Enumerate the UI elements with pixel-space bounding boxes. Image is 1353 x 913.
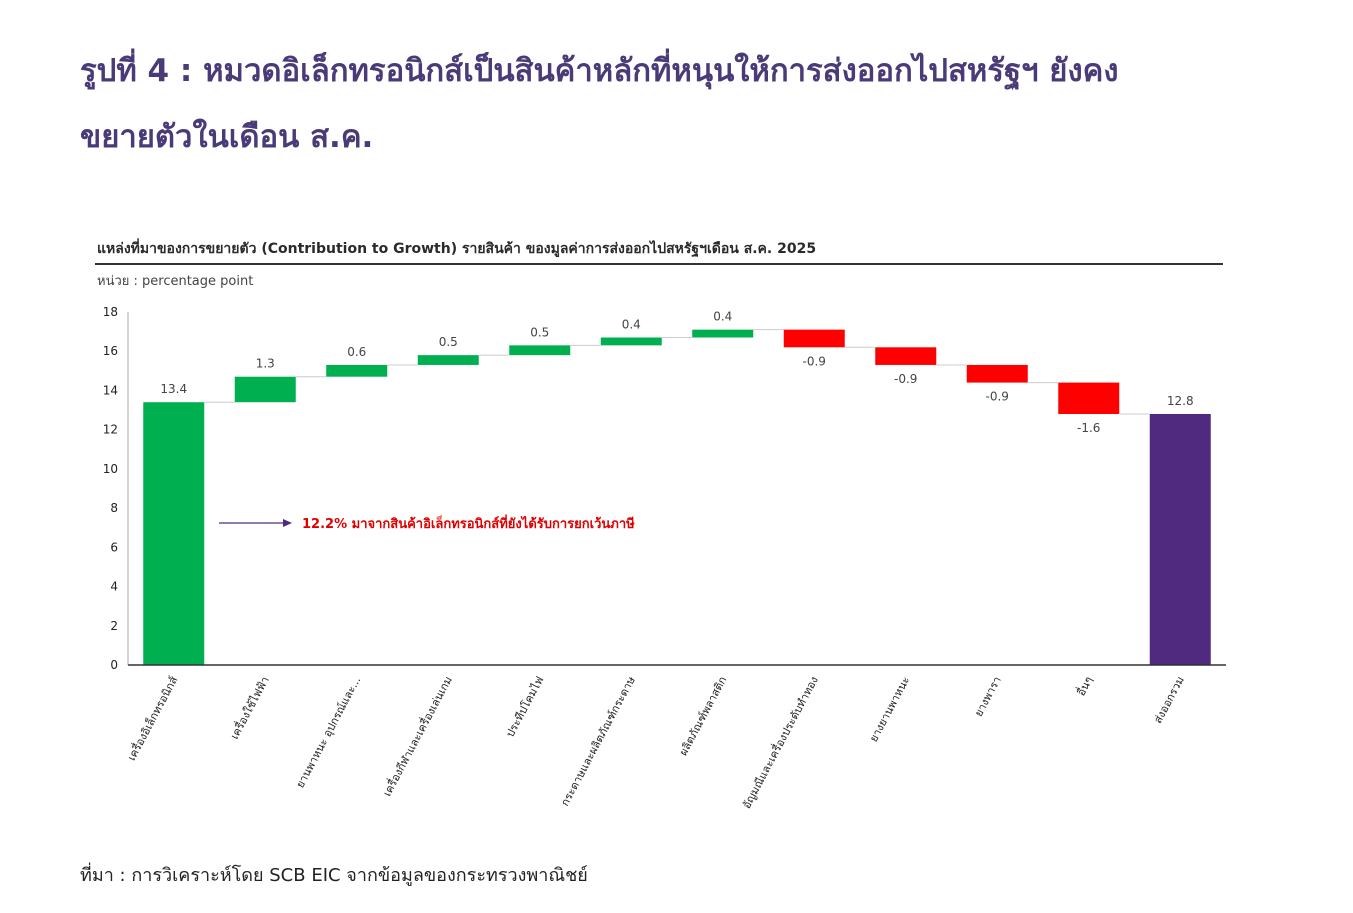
data-label-8: -0.9 bbox=[803, 354, 826, 368]
category-label-2: เครื่องใช้ไฟฟ้า bbox=[226, 673, 272, 741]
bar-7 bbox=[692, 329, 754, 338]
y-tick-label: 2 bbox=[110, 619, 118, 633]
bar-10 bbox=[966, 364, 1028, 383]
y-tick-label: 8 bbox=[110, 501, 118, 515]
y-tick-label: 12 bbox=[103, 423, 118, 437]
bar-8 bbox=[783, 329, 845, 348]
chart-title-rule bbox=[95, 263, 1223, 265]
bar-9 bbox=[875, 347, 937, 365]
source-note: ที่มา : การวิเคราะห์โดย SCB EIC จากข้อมู… bbox=[80, 865, 588, 886]
category-label-10: ยางพารา bbox=[972, 674, 1004, 719]
category-label-3: ยานพาหนะ อุปกรณ์และ... bbox=[294, 674, 364, 790]
category-label-7: ผลิตภัณฑ์พลาสติก bbox=[677, 674, 730, 757]
data-label-11: -1.6 bbox=[1077, 421, 1100, 435]
data-label-2: 1.3 bbox=[256, 357, 275, 371]
data-label-1: 13.4 bbox=[160, 382, 187, 396]
data-label-12: 12.8 bbox=[1167, 394, 1194, 408]
bar-12 bbox=[1149, 413, 1211, 665]
data-label-6: 0.4 bbox=[622, 317, 641, 331]
chart-unit: หน่วย : percentage point bbox=[97, 274, 254, 289]
category-label-11: อื่นๆ bbox=[1073, 673, 1096, 698]
data-label-10: -0.9 bbox=[986, 390, 1009, 404]
y-tick-label: 6 bbox=[110, 540, 118, 554]
bar-6 bbox=[600, 337, 662, 346]
y-tick-label: 4 bbox=[110, 580, 118, 594]
category-label-12: ส่งออกรวม bbox=[1151, 674, 1187, 725]
y-tick-label: 14 bbox=[103, 383, 118, 397]
bar-3 bbox=[326, 364, 388, 377]
category-label-4: เครื่องกีฬาและเครื่องเล่นเกม bbox=[379, 673, 455, 798]
y-tick-label: 16 bbox=[103, 344, 118, 358]
figure-title: รูปที่ 4 : หมวดอิเล็กทรอนิกส์เป็นสินค้าห… bbox=[80, 38, 1330, 170]
bar-1 bbox=[143, 402, 205, 665]
data-label-5: 0.5 bbox=[530, 325, 549, 339]
data-label-7: 0.4 bbox=[713, 310, 732, 324]
category-label-9: ยางยานพาหนะ bbox=[867, 674, 912, 744]
category-label-6: กระดาษและผลิตภัณฑ์กระดาษ bbox=[558, 674, 637, 808]
y-tick-label: 0 bbox=[110, 658, 118, 672]
y-tick-label: 18 bbox=[103, 305, 118, 319]
bar-2 bbox=[234, 376, 296, 403]
category-label-8: อัญมณีและเครื่องประดับทำทอง bbox=[738, 673, 821, 811]
data-label-9: -0.9 bbox=[894, 372, 917, 386]
data-label-3: 0.6 bbox=[347, 345, 366, 359]
chart-title: แหล่งที่มาของการขยายตัว (Contribution to… bbox=[97, 241, 817, 257]
bar-4 bbox=[417, 355, 479, 365]
category-label-1: เครื่องอิเล็กทรอนิกส์ bbox=[123, 673, 180, 763]
figure-title-line-2: ขยายตัวในเดือน ส.ค. bbox=[80, 119, 374, 155]
data-label-4: 0.5 bbox=[439, 335, 458, 349]
annotation-arrow-head bbox=[283, 519, 292, 527]
bar-5 bbox=[509, 345, 571, 356]
annotation-text: 12.2% มาจากสินค้าอิเล็กทรอนิกส์ที่ยังได้… bbox=[302, 514, 635, 532]
category-label-5: ประทีปโคมไฟ bbox=[503, 674, 547, 740]
figure-title-line-1: รูปที่ 4 : หมวดอิเล็กทรอนิกส์เป็นสินค้าห… bbox=[80, 53, 1119, 89]
y-tick-label: 10 bbox=[103, 462, 118, 476]
bar-11 bbox=[1058, 382, 1120, 414]
